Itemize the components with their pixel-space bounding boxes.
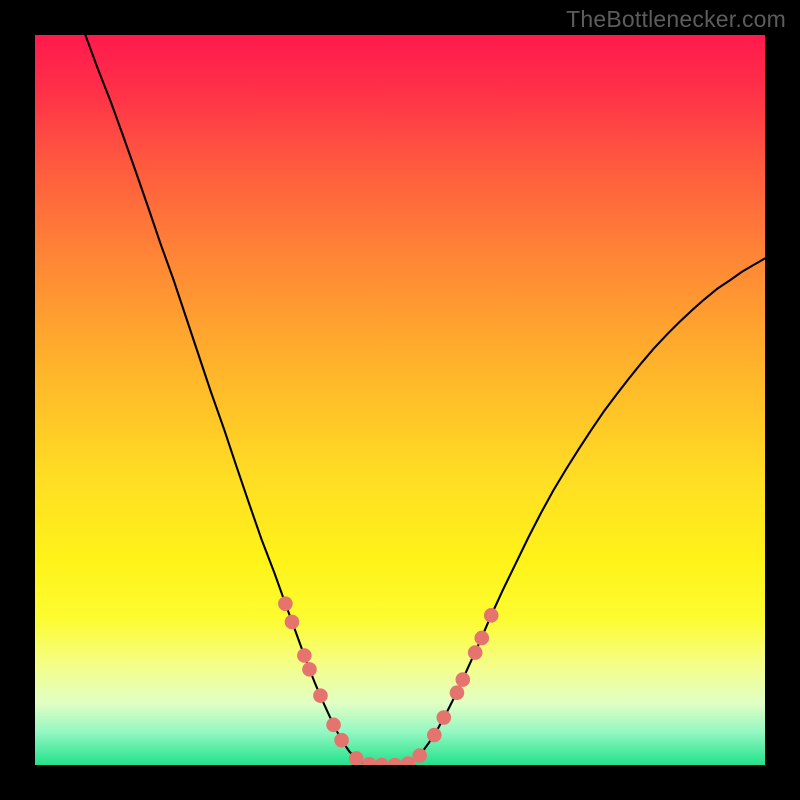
marker-dot (334, 733, 349, 748)
chart-svg (35, 35, 765, 765)
marker-dot (302, 662, 317, 677)
marker-dot (326, 718, 341, 733)
marker-dot (437, 710, 452, 725)
marker-dot (468, 645, 483, 660)
watermark-text: TheBottlenecker.com (566, 6, 786, 33)
marker-dot (455, 672, 470, 687)
chart-area (35, 35, 765, 765)
marker-dot (427, 728, 442, 743)
marker-dot (474, 631, 489, 646)
gradient-background (35, 35, 765, 765)
outer-frame: TheBottlenecker.com (0, 0, 800, 800)
marker-dot (484, 608, 499, 623)
marker-dot (297, 648, 312, 663)
marker-dot (278, 596, 293, 611)
marker-dot (313, 688, 328, 703)
marker-dot (285, 615, 300, 630)
marker-dot (450, 685, 465, 700)
marker-dot (412, 748, 427, 763)
